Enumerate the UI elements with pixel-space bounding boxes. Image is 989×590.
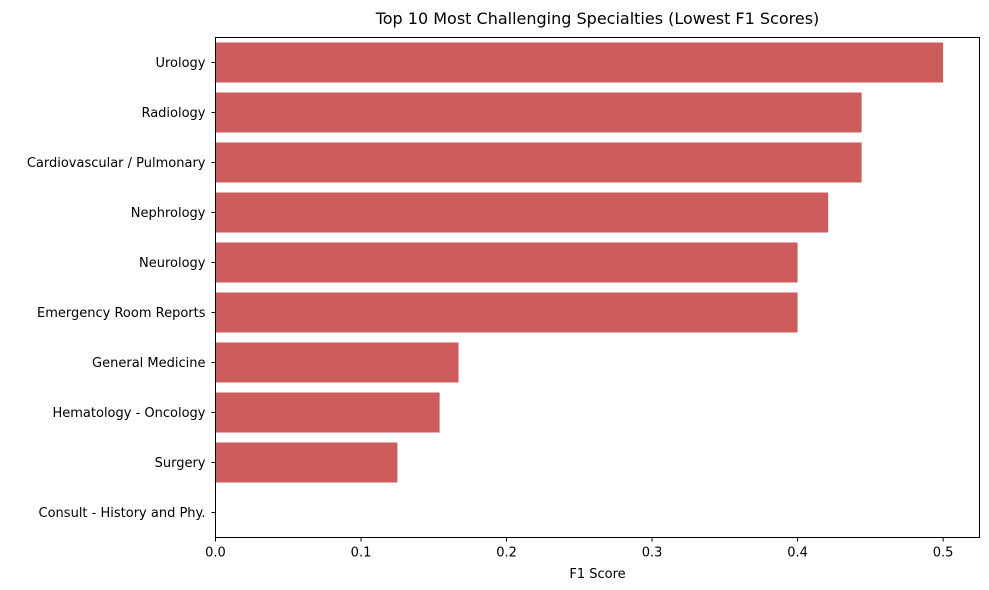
- y-tick-label: Consult - History and Phy.: [39, 506, 206, 521]
- bar: [215, 192, 829, 233]
- y-axis-ticks: Urology Radiology Cardiovascular / Pulmona…: [27, 56, 216, 521]
- y-tick-label: Surgery: [155, 456, 206, 471]
- bar: [215, 242, 798, 283]
- y-tick-label: Neurology: [139, 256, 206, 271]
- y-tick-label: Nephrology: [131, 206, 206, 221]
- x-tick-label: 0.4: [787, 546, 808, 561]
- x-tick-label: 0.3: [642, 546, 663, 561]
- y-tick-label: Radiology: [141, 106, 205, 121]
- y-tick-label: Hematology - Oncology: [52, 406, 205, 421]
- bar: [215, 142, 862, 183]
- plot-area-frame: [215, 37, 980, 538]
- x-tick-label: 0.1: [351, 546, 372, 561]
- bar: [215, 42, 944, 83]
- x-axis-label: F1 Score: [569, 567, 625, 582]
- x-axis-ticks: 0.0 0.1 0.2 0.3 0.4 0.5: [205, 537, 954, 561]
- y-tick-label: General Medicine: [92, 356, 205, 371]
- x-tick-label: 0.5: [933, 546, 954, 561]
- y-tick-label: Urology: [155, 56, 205, 71]
- bar: [215, 442, 398, 483]
- bar: [215, 292, 798, 333]
- chart-title: Top 10 Most Challenging Specialties (Low…: [375, 9, 820, 28]
- x-tick-label: 0.2: [496, 546, 517, 561]
- y-tick-label: Cardiovascular / Pulmonary: [27, 156, 206, 171]
- bar: [215, 92, 862, 133]
- y-tick-label: Emergency Room Reports: [37, 306, 206, 321]
- x-tick-label: 0.0: [205, 546, 226, 561]
- bar: [215, 342, 459, 383]
- bar: [215, 392, 440, 433]
- bars-group: [215, 42, 944, 483]
